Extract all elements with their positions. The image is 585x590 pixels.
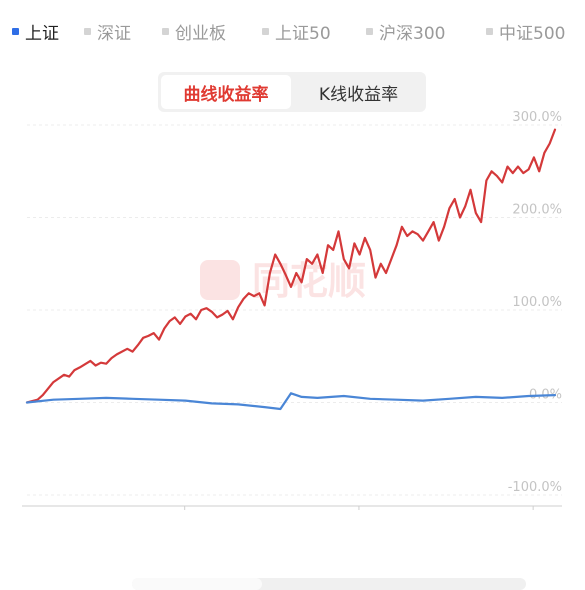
y-tick-label: -100.0% — [508, 480, 562, 495]
return-chart: 同花顺300.0%200.0%100.0%0.0%-100.0%07-0101-… — [22, 110, 562, 510]
y-tick-label: 100.0% — [512, 295, 562, 310]
index-return-line — [25, 392, 557, 411]
index-tab-label: 中证500 — [499, 23, 566, 44]
index-tab-1[interactable]: 深证 — [84, 14, 131, 48]
bottom-segment-bar — [132, 578, 526, 590]
index-tab-bar: 上证 深证 创业板 上证50 沪深300 中证500 — [0, 14, 585, 48]
tab-marker-icon — [12, 27, 19, 35]
tab-marker-icon — [84, 27, 91, 35]
bottom-segment-active[interactable] — [132, 578, 262, 590]
index-tab-5[interactable]: 中证500 — [486, 14, 565, 48]
index-tab-2[interactable]: 创业板 — [162, 14, 226, 48]
index-tab-label: 创业板 — [175, 23, 226, 44]
tab-marker-icon — [486, 27, 493, 35]
index-tab-label: 上证50 — [275, 23, 331, 44]
return-mode-toggle: 曲线收益率 K线收益率 — [158, 72, 426, 112]
watermark-logo-icon — [200, 260, 240, 300]
index-tab-3[interactable]: 上证50 — [262, 14, 331, 48]
k-line-return-button[interactable]: K线收益率 — [318, 84, 399, 105]
tab-marker-icon — [262, 27, 269, 35]
index-tab-0[interactable]: 上证 — [12, 14, 59, 48]
strategy-return-line — [25, 128, 557, 404]
tab-marker-icon — [162, 27, 169, 35]
index-tab-label: 深证 — [97, 23, 131, 44]
index-tab-4[interactable]: 沪深300 — [366, 14, 445, 48]
tab-marker-icon — [366, 27, 373, 35]
index-tab-label: 上证 — [25, 23, 59, 44]
index-tab-label: 沪深300 — [379, 23, 446, 44]
curve-return-button[interactable]: 曲线收益率 — [161, 75, 291, 109]
y-tick-label: 300.0% — [512, 110, 562, 125]
y-tick-label: 200.0% — [512, 203, 562, 218]
